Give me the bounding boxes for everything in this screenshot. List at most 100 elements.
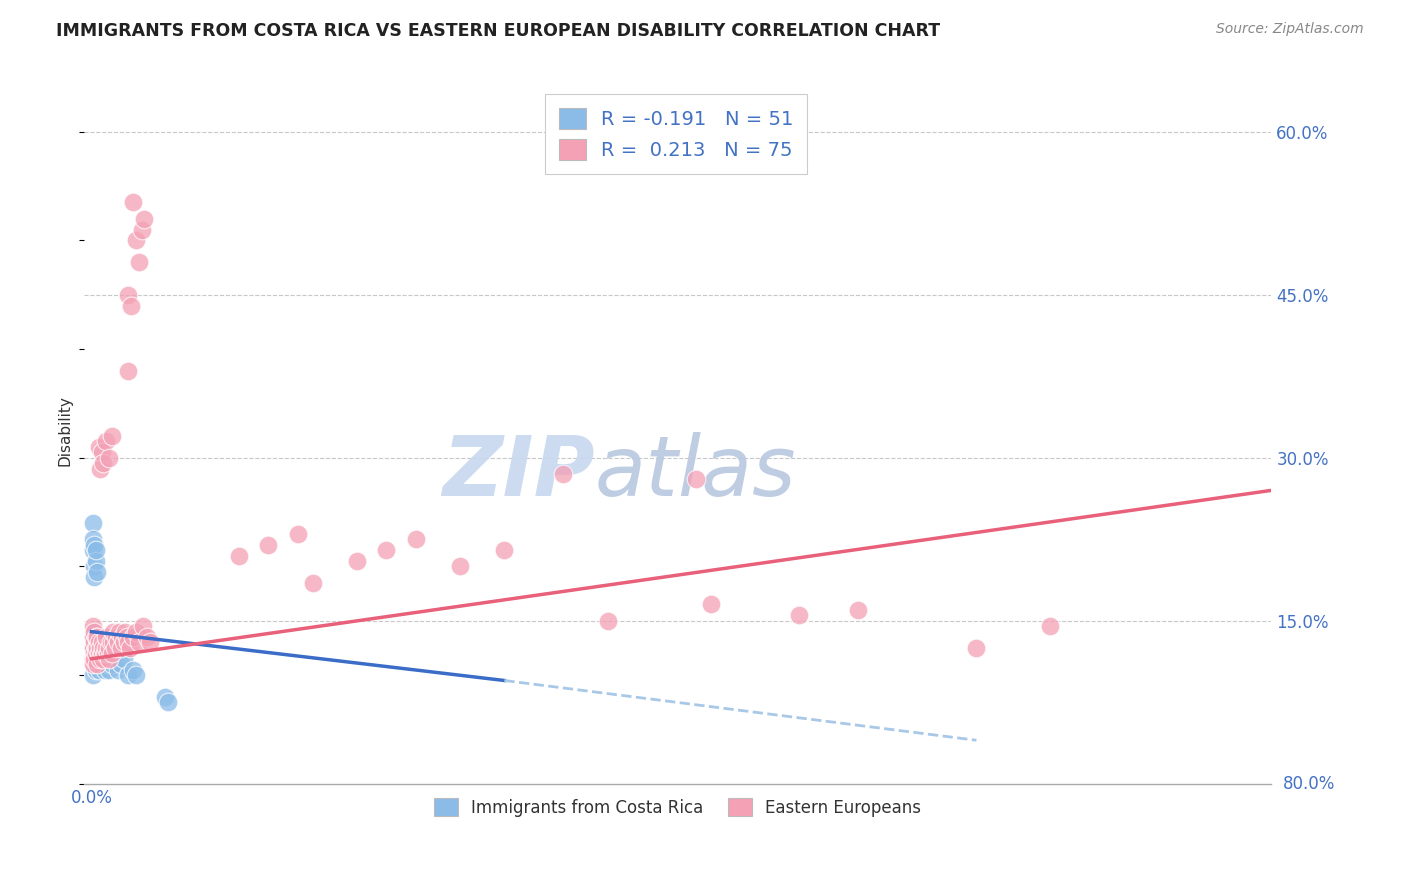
Point (1039, 619, 1062, 633)
Point (114, 624, 136, 639)
Point (86, 646, 108, 660)
Point (84, 543, 107, 558)
Point (98, 652, 121, 666)
Point (83, 624, 105, 639)
Point (134, 211, 156, 226)
Point (118, 640, 141, 655)
Point (82, 543, 104, 558)
Point (103, 652, 125, 666)
Point (101, 657, 124, 672)
Point (117, 635, 139, 649)
Point (87, 663, 110, 677)
Point (848, 603, 870, 617)
Point (90, 646, 112, 660)
Point (139, 635, 162, 649)
Point (228, 549, 250, 563)
Point (121, 195, 143, 210)
Point (112, 652, 135, 666)
Point (405, 533, 427, 547)
Point (301, 575, 323, 590)
Point (117, 287, 139, 301)
Text: Source: ZipAtlas.com: Source: ZipAtlas.com (1216, 22, 1364, 37)
Point (89, 652, 111, 666)
Point (91, 652, 114, 666)
Point (105, 630, 128, 644)
Point (84, 663, 107, 677)
Point (965, 640, 987, 655)
Point (94, 640, 117, 655)
Point (449, 559, 471, 574)
Point (494, 543, 516, 558)
Point (89, 640, 111, 655)
Point (110, 657, 132, 672)
Point (91, 640, 114, 655)
Point (93, 657, 115, 672)
Point (789, 608, 811, 623)
Point (90, 646, 112, 660)
Point (128, 255, 150, 269)
Point (596, 614, 619, 628)
Point (97, 646, 120, 660)
Point (82, 657, 104, 672)
Point (132, 619, 155, 633)
Point (83, 635, 105, 649)
Point (153, 690, 176, 704)
Point (86, 630, 108, 644)
Point (94, 646, 117, 660)
Point (83, 570, 105, 584)
Point (93, 663, 115, 677)
Point (101, 646, 124, 660)
Point (87, 635, 110, 649)
Point (98, 652, 121, 666)
Point (700, 598, 723, 612)
Point (83, 635, 105, 649)
Point (83, 646, 105, 660)
Point (84, 646, 107, 660)
Point (257, 538, 280, 552)
Point (84, 630, 107, 644)
Point (121, 630, 143, 644)
Point (83, 624, 105, 639)
Text: ZIP: ZIP (441, 433, 595, 514)
Point (93, 646, 115, 660)
Point (82, 640, 104, 655)
Point (98, 640, 121, 655)
Point (82, 533, 104, 547)
Point (287, 526, 309, 541)
Point (103, 635, 125, 649)
Point (83, 652, 105, 666)
Point (86, 635, 108, 649)
Text: 80.0%: 80.0% (1284, 775, 1336, 793)
Point (375, 543, 398, 558)
Point (97, 657, 120, 672)
Point (124, 234, 146, 248)
Point (82, 652, 104, 666)
Point (83, 538, 105, 552)
Point (86, 657, 108, 672)
Point (83, 657, 105, 672)
Point (87, 652, 110, 666)
Point (82, 630, 104, 644)
Point (112, 635, 135, 649)
Point (84, 640, 107, 655)
Point (124, 624, 146, 639)
Text: IMMIGRANTS FROM COSTA RICA VS EASTERN EUROPEAN DISABILITY CORRELATION CHART: IMMIGRANTS FROM COSTA RICA VS EASTERN EU… (56, 22, 941, 40)
Point (108, 624, 131, 639)
Point (90, 657, 112, 672)
Point (107, 663, 129, 677)
Point (98, 450, 121, 465)
Point (82, 619, 104, 633)
Point (90, 635, 112, 649)
Point (124, 668, 146, 682)
Point (128, 635, 150, 649)
Point (83, 646, 105, 660)
Legend: Immigrants from Costa Rica, Eastern Europeans: Immigrants from Costa Rica, Eastern Euro… (426, 789, 929, 825)
Text: atlas: atlas (595, 433, 796, 514)
Y-axis label: Disability: Disability (58, 395, 72, 466)
Point (86, 640, 108, 655)
Point (117, 364, 139, 378)
Point (89, 652, 111, 666)
Point (87, 640, 110, 655)
Point (90, 445, 112, 459)
Point (346, 554, 368, 568)
